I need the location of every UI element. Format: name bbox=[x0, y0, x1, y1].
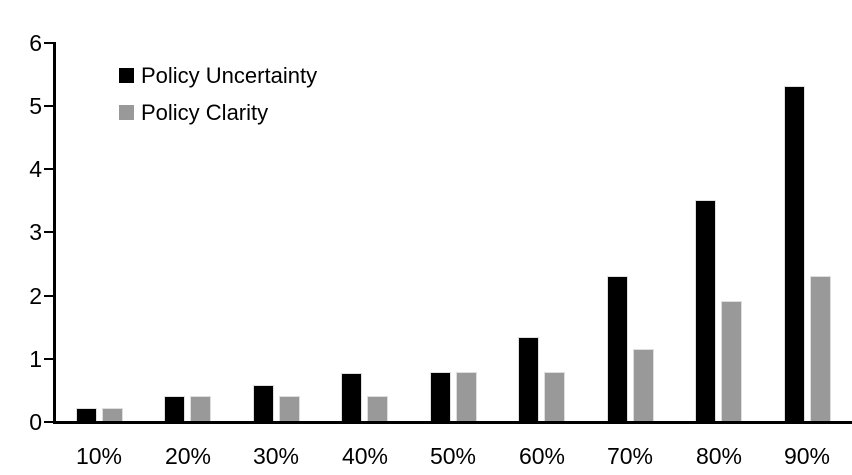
y-axis-tick-label-5: 5 bbox=[29, 93, 42, 119]
legend-item-policy-clarity: Policy Clarity bbox=[119, 99, 317, 125]
bar-clarity-80pct bbox=[721, 301, 742, 421]
bar-uncertainty-90pct bbox=[784, 86, 805, 421]
bar-clarity-90pct bbox=[810, 276, 831, 421]
x-axis-label-60pct: 60% bbox=[518, 443, 566, 469]
y-axis-tick-6 bbox=[44, 42, 53, 44]
y-axis-tick-5 bbox=[44, 105, 53, 107]
legend-swatch-black-square-icon bbox=[119, 68, 134, 83]
bar-clarity-50pct bbox=[456, 372, 477, 421]
bar-uncertainty-60pct bbox=[518, 337, 539, 421]
y-axis-tick-label-3: 3 bbox=[29, 219, 42, 245]
x-axis-line bbox=[53, 421, 852, 424]
bar-clarity-20pct bbox=[190, 396, 211, 421]
y-axis-tick-label-4: 4 bbox=[29, 156, 42, 182]
x-axis-label-50pct: 50% bbox=[429, 443, 477, 469]
bar-clarity-70pct bbox=[633, 349, 654, 421]
bar-clarity-60pct bbox=[544, 372, 565, 421]
y-axis-tick-2 bbox=[44, 295, 53, 297]
y-axis-tick-3 bbox=[44, 231, 53, 233]
bar-uncertainty-10pct bbox=[76, 408, 97, 421]
x-axis-label-90pct: 90% bbox=[783, 443, 831, 469]
bar-uncertainty-80pct bbox=[695, 200, 716, 421]
y-axis-tick-4 bbox=[44, 168, 53, 170]
bar-uncertainty-70pct bbox=[607, 276, 628, 421]
legend-swatch-gray-square-icon bbox=[119, 105, 134, 120]
bar-clarity-40pct bbox=[367, 396, 388, 421]
bar-uncertainty-30pct bbox=[253, 385, 274, 421]
x-axis-label-30pct: 30% bbox=[252, 443, 300, 469]
y-axis-tick-0 bbox=[44, 421, 53, 423]
y-axis-tick-label-1: 1 bbox=[29, 346, 42, 372]
x-axis-label-70pct: 70% bbox=[606, 443, 654, 469]
x-axis-label-80pct: 80% bbox=[695, 443, 743, 469]
y-axis-line bbox=[53, 42, 56, 424]
bar-clarity-10pct bbox=[102, 408, 123, 421]
legend-label-policy-clarity: Policy Clarity bbox=[141, 99, 269, 125]
y-axis-tick-1 bbox=[44, 358, 53, 360]
x-axis-label-10pct: 10% bbox=[75, 443, 123, 469]
bar-uncertainty-50pct bbox=[430, 372, 451, 421]
bar-uncertainty-40pct bbox=[341, 373, 362, 421]
x-axis-label-40pct: 40% bbox=[341, 443, 389, 469]
legend-item-policy-uncertainty: Policy Uncertainty bbox=[119, 62, 318, 88]
y-axis-tick-label-2: 2 bbox=[29, 283, 42, 309]
y-axis-tick-label-6: 6 bbox=[29, 30, 42, 56]
bar-clarity-30pct bbox=[279, 396, 300, 421]
legend: Policy Uncertainty Policy Clarity bbox=[119, 62, 318, 138]
bar-uncertainty-20pct bbox=[164, 396, 185, 421]
x-axis-label-20pct: 20% bbox=[164, 443, 212, 469]
legend-label-policy-uncertainty: Policy Uncertainty bbox=[141, 62, 318, 88]
y-axis-tick-label-0: 0 bbox=[29, 409, 42, 435]
